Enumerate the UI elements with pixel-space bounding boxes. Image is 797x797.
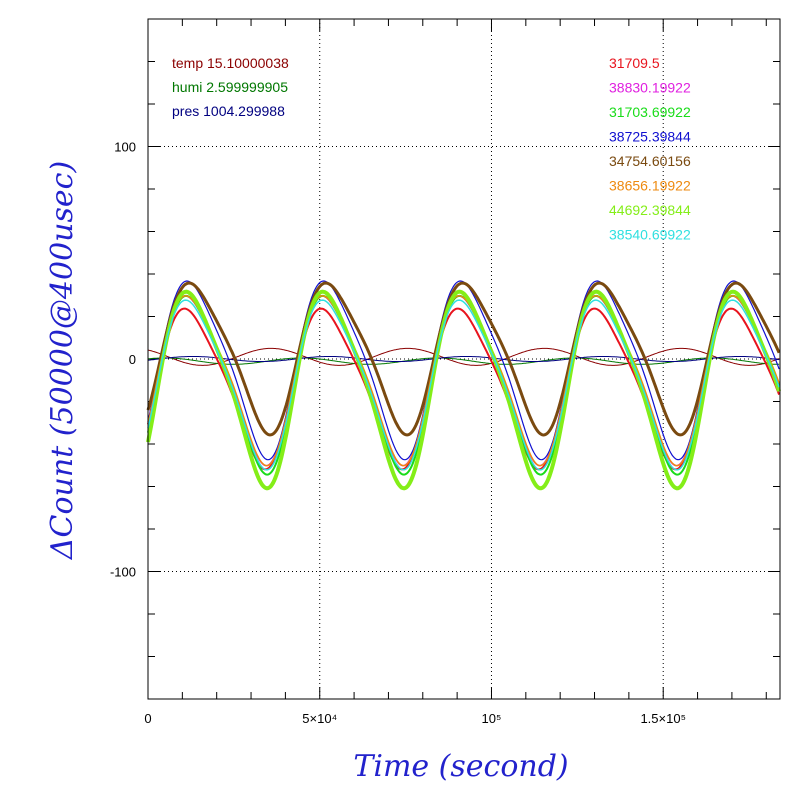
x-tick-label: 0	[144, 711, 151, 726]
x-tick-label: 5×10⁴	[302, 711, 337, 726]
series-legend: 31709.5 38830.19922 31703.69922 38725.39844…	[609, 55, 691, 243]
series-legend-entry: 44692.39844	[609, 202, 691, 218]
series-line-6	[147, 295, 780, 467]
env-legend-entry: temp 15.10000038	[172, 55, 289, 71]
series-line-8	[147, 299, 780, 471]
plot-frame	[147, 18, 781, 700]
series-legend-entry: 38830.19922	[609, 80, 691, 96]
series-legend-entry: 38725.39844	[609, 129, 691, 145]
tick-labels: 0 5×10⁴ 10⁵ 1.5×10⁵ 100 0 -100	[110, 140, 686, 727]
y-tick-label: 0	[129, 352, 136, 367]
env-legend-entry: humi 2.599999905	[172, 79, 288, 95]
minor-ticks	[148, 19, 780, 699]
env-series-line-temp	[147, 347, 780, 366]
series-layer	[146, 280, 782, 491]
x-tick-label: 1.5×10⁵	[640, 711, 686, 726]
series-legend-entry: 31709.5	[609, 55, 660, 71]
env-legend: temp 15.10000038 humi 2.599999905 pres 100…	[172, 55, 289, 119]
env-legend-entry: pres 1004.299988	[172, 103, 285, 119]
env-series-line-pres	[147, 356, 780, 362]
series-legend-entry: 38540.69922	[609, 227, 691, 243]
y-tick-label: 100	[114, 140, 136, 155]
x-axis-title: Time (second)	[353, 749, 568, 784]
series-legend-entry: 34754.60156	[609, 153, 691, 169]
series-line-7	[146, 289, 782, 491]
series-legend-entry: 31703.69922	[609, 104, 691, 120]
y-axis-title: ΔCount (50000@400usec)	[45, 161, 80, 560]
series-line-5	[146, 281, 781, 437]
series-legend-entry: 38656.19922	[609, 178, 691, 194]
y-tick-label: -100	[110, 565, 136, 580]
x-tick-label: 10⁵	[482, 711, 502, 726]
